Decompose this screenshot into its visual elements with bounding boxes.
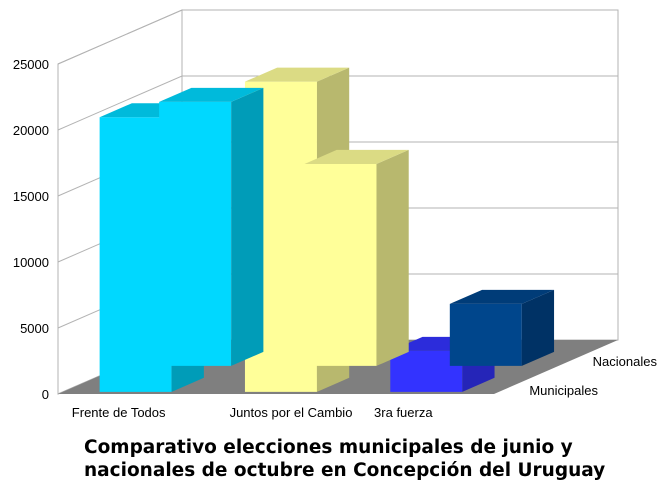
gridline-20000: [57, 75, 618, 131]
bars: [99, 67, 555, 392]
bar-top: [449, 289, 555, 304]
bar-side: [521, 289, 555, 366]
bar-side: [376, 149, 409, 366]
bar-3ra-fuerza-municipales: [449, 289, 555, 366]
axis-labels: 0 5000 10000 15000 20000 25000 Frente de Todos…: [13, 57, 658, 420]
bar-front: [304, 163, 377, 366]
chart-title: Comparativo elecciones municipales de ju…: [84, 437, 606, 481]
bar-top: [159, 87, 264, 102]
bar-front: [99, 117, 172, 392]
y-tick-label: 20000: [13, 123, 49, 138]
y-tick-label: 5000: [20, 321, 49, 336]
y-tick-label: 0: [42, 387, 49, 402]
y-tick-label: 15000: [13, 189, 49, 204]
gridline-25000: [57, 9, 618, 65]
bar-side: [231, 87, 264, 366]
series-label-municipales: Municipales: [529, 383, 598, 398]
bar-top: [244, 67, 350, 82]
bar-frente-de-todos-municipales: [159, 87, 264, 366]
category-label: Frente de Todos: [72, 405, 166, 420]
y-tick-label: 25000: [13, 57, 49, 72]
bar-front: [390, 350, 463, 392]
bar-front: [449, 303, 522, 366]
bar-juntos-por-el-cambio-municipales: [304, 149, 409, 366]
bar-front: [159, 101, 232, 366]
category-label: Juntos por el Cambio: [230, 405, 353, 420]
y-tick-label: 10000: [13, 255, 49, 270]
bar-top: [304, 149, 409, 164]
series-label-nacionales: Nacionales: [593, 354, 658, 369]
category-label: 3ra fuerza: [374, 405, 433, 420]
